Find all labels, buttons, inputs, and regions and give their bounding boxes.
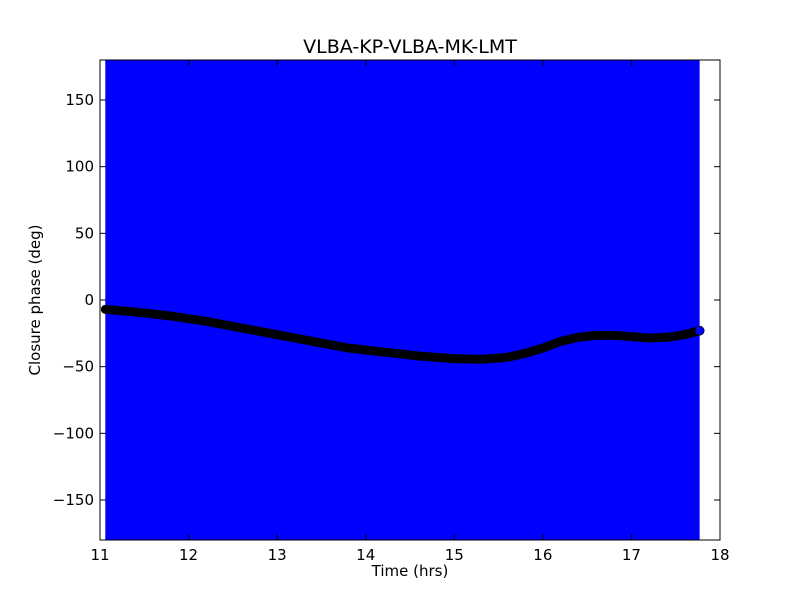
x-tick-label: 15 [445, 546, 464, 564]
y-tick-label: −100 [53, 424, 94, 442]
y-tick-label: −50 [62, 358, 94, 376]
y-axis-label: Closure phase (deg) [26, 225, 44, 376]
plot-area: 11 12 13 14 15 16 17 18 −150 −100 −50 0 50 100 150 [53, 59, 730, 564]
error-band [105, 60, 700, 540]
x-tick-label: 13 [268, 546, 287, 564]
x-tick-label: 14 [356, 546, 375, 564]
y-tick-label: 100 [65, 158, 94, 176]
x-tick-label: 12 [179, 546, 198, 564]
y-tick-label: −150 [53, 491, 94, 509]
x-axis-label: Time (hrs) [371, 562, 449, 580]
data-point-last [694, 325, 705, 336]
chart-title: VLBA-KP-VLBA-MK-LMT [303, 36, 517, 58]
x-tick-label: 16 [533, 546, 552, 564]
y-tick-label: 0 [84, 291, 94, 309]
y-tick-label: 50 [75, 224, 94, 242]
x-tick-label: 18 [710, 546, 729, 564]
x-tick-label: 11 [90, 546, 109, 564]
y-tick-label: 150 [65, 91, 94, 109]
x-tick-label: 17 [622, 546, 641, 564]
